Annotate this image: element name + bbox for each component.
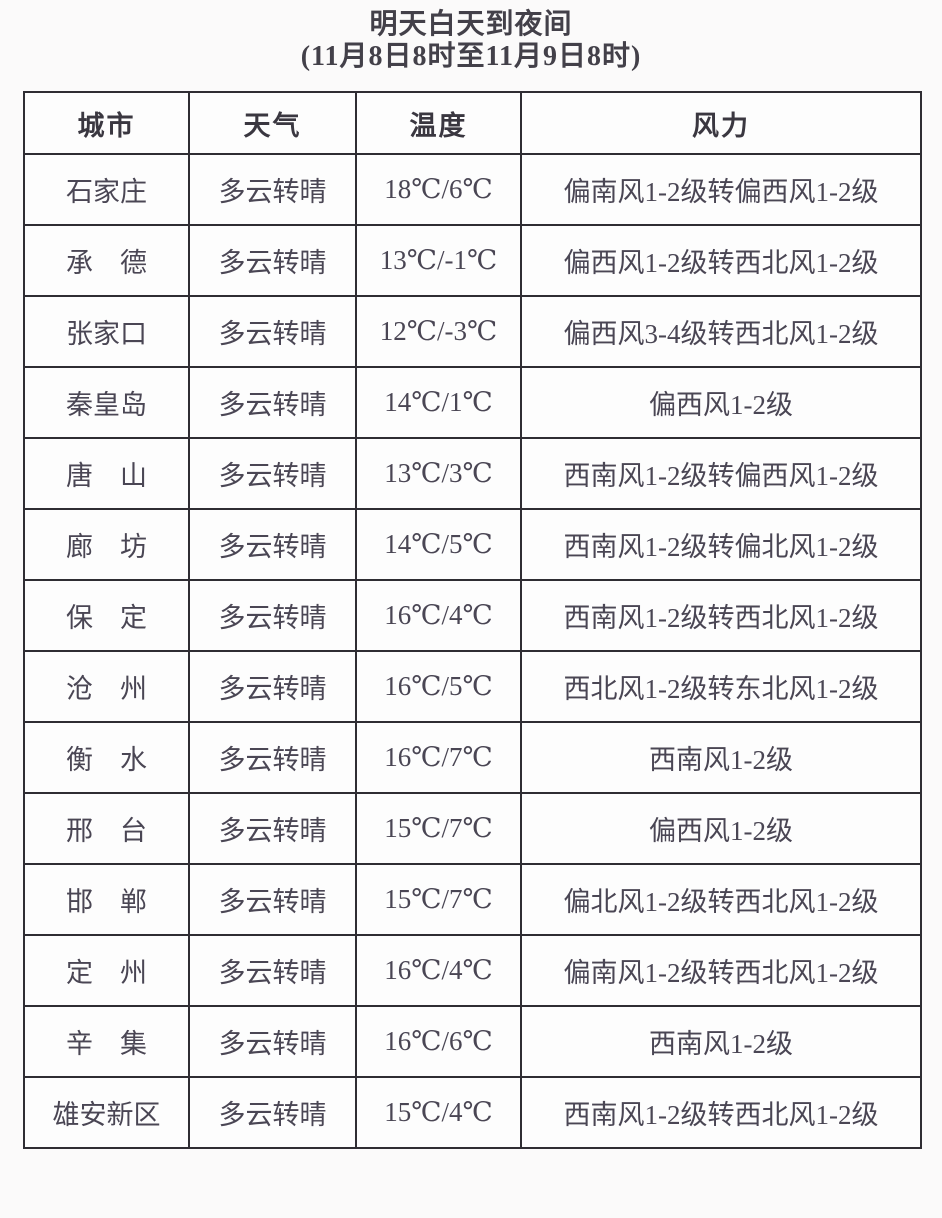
temp-cell: 15℃/7℃ bbox=[355, 863, 522, 936]
header-city: 城市 bbox=[23, 91, 190, 155]
wind-cell: 偏南风1-2级转西北风1-2级 bbox=[520, 934, 922, 1007]
temp-cell: 13℃/-1℃ bbox=[355, 224, 522, 297]
wind-cell: 西北风1-2级转东北风1-2级 bbox=[520, 650, 922, 723]
table-row: 辛 集多云转晴 16℃/6℃ 西南风1-2级 bbox=[23, 1005, 922, 1078]
city-cell: 辛 集 bbox=[23, 1005, 190, 1078]
title-line-1: 明天白天到夜间 bbox=[369, 9, 573, 40]
wind-cell: 西南风1-2级转西北风1-2级 bbox=[520, 1076, 922, 1149]
wind-cell: 西南风1-2级转偏北风1-2级 bbox=[520, 508, 922, 581]
temp-cell: 15℃/7℃ bbox=[355, 792, 522, 865]
wind-cell: 西南风1-2级转偏西风1-2级 bbox=[520, 437, 922, 510]
temp-cell: 14℃/5℃ bbox=[355, 508, 522, 581]
weather-cell: 多云转晴 bbox=[188, 934, 357, 1007]
weather-cell: 多云转晴 bbox=[188, 650, 357, 723]
weather-cell: 多云转晴 bbox=[188, 295, 357, 368]
page-title: 明天白天到夜间 (11月8日8时至11月9日8时) bbox=[0, 0, 942, 73]
table-row: 沧 州多云转晴 16℃/5℃ 西北风1-2级转东北风1-2级 bbox=[23, 650, 922, 723]
wind-cell: 偏南风1-2级转偏西风1-2级 bbox=[520, 153, 922, 226]
table-row: 雄安新区 多云转晴 15℃/4℃ 西南风1-2级转西北风1-2级 bbox=[23, 1076, 922, 1149]
forecast-table: 城市 天气 温度 风力 石家庄 多云转晴 18℃/6℃ 偏南风1-2级转偏西风1-2级… bbox=[23, 91, 922, 1149]
table-row: 定 州多云转晴 16℃/4℃ 偏南风1-2级转西北风1-2级 bbox=[23, 934, 922, 1007]
temp-cell: 16℃/4℃ bbox=[355, 934, 522, 1007]
temp-cell: 14℃/1℃ bbox=[355, 366, 522, 439]
wind-cell: 偏西风1-2级 bbox=[520, 792, 922, 865]
header-row: 城市 天气 温度 风力 bbox=[23, 91, 922, 155]
weather-cell: 多云转晴 bbox=[188, 366, 357, 439]
city-cell: 唐 山 bbox=[23, 437, 190, 510]
weather-cell: 多云转晴 bbox=[188, 863, 357, 936]
weather-cell: 多云转晴 bbox=[188, 721, 357, 794]
city-cell: 廊 坊 bbox=[23, 508, 190, 581]
header-wind: 风力 bbox=[520, 91, 922, 155]
table-row: 廊 坊多云转晴 14℃/5℃ 西南风1-2级转偏北风1-2级 bbox=[23, 508, 922, 581]
wind-cell: 偏西风1-2级转西北风1-2级 bbox=[520, 224, 922, 297]
weather-cell: 多云转晴 bbox=[188, 437, 357, 510]
header-weather: 天气 bbox=[188, 91, 357, 155]
table-row: 衡 水多云转晴 16℃/7℃ 西南风1-2级 bbox=[23, 721, 922, 794]
temp-cell: 12℃/-3℃ bbox=[355, 295, 522, 368]
table-row: 唐 山多云转晴 13℃/3℃ 西南风1-2级转偏西风1-2级 bbox=[23, 437, 922, 510]
table-row: 秦皇岛 多云转晴 14℃/1℃ 偏西风1-2级 bbox=[23, 366, 922, 439]
city-cell: 承 德 bbox=[23, 224, 190, 297]
temp-cell: 16℃/4℃ bbox=[355, 579, 522, 652]
city-cell: 衡 水 bbox=[23, 721, 190, 794]
city-cell: 保 定 bbox=[23, 579, 190, 652]
weather-cell: 多云转晴 bbox=[188, 153, 357, 226]
city-cell: 雄安新区 bbox=[23, 1076, 190, 1149]
city-cell: 邢 台 bbox=[23, 792, 190, 865]
wind-cell: 西南风1-2级 bbox=[520, 1005, 922, 1078]
table-row: 邯 郸多云转晴 15℃/7℃ 偏北风1-2级转西北风1-2级 bbox=[23, 863, 922, 936]
table-row: 石家庄 多云转晴 18℃/6℃ 偏南风1-2级转偏西风1-2级 bbox=[23, 153, 922, 226]
city-cell: 沧 州 bbox=[23, 650, 190, 723]
table-row: 张家口 多云转晴 12℃/-3℃ 偏西风3-4级转西北风1-2级 bbox=[23, 295, 922, 368]
temp-cell: 16℃/7℃ bbox=[355, 721, 522, 794]
wind-cell: 西南风1-2级 bbox=[520, 721, 922, 794]
temp-cell: 16℃/6℃ bbox=[355, 1005, 522, 1078]
weather-cell: 多云转晴 bbox=[188, 579, 357, 652]
table-row: 承 德多云转晴 13℃/-1℃ 偏西风1-2级转西北风1-2级 bbox=[23, 224, 922, 297]
wind-cell: 偏北风1-2级转西北风1-2级 bbox=[520, 863, 922, 936]
temp-cell: 16℃/5℃ bbox=[355, 650, 522, 723]
forecast-table-body: 石家庄 多云转晴 18℃/6℃ 偏南风1-2级转偏西风1-2级承 德多云转晴 13℃/-… bbox=[23, 153, 922, 1149]
weather-cell: 多云转晴 bbox=[188, 1076, 357, 1149]
weather-cell: 多云转晴 bbox=[188, 792, 357, 865]
header-temp: 温度 bbox=[355, 91, 522, 155]
weather-cell: 多云转晴 bbox=[188, 224, 357, 297]
wind-cell: 西南风1-2级转西北风1-2级 bbox=[520, 579, 922, 652]
city-cell: 邯 郸 bbox=[23, 863, 190, 936]
city-cell: 张家口 bbox=[23, 295, 190, 368]
wind-cell: 偏西风1-2级 bbox=[520, 366, 922, 439]
city-cell: 定 州 bbox=[23, 934, 190, 1007]
city-cell: 秦皇岛 bbox=[23, 366, 190, 439]
title-line-2: (11月8日8时至11月9日8时) bbox=[300, 41, 642, 72]
table-row: 保 定多云转晴 16℃/4℃ 西南风1-2级转西北风1-2级 bbox=[23, 579, 922, 652]
temp-cell: 13℃/3℃ bbox=[355, 437, 522, 510]
weather-cell: 多云转晴 bbox=[188, 1005, 357, 1078]
wind-cell: 偏西风3-4级转西北风1-2级 bbox=[520, 295, 922, 368]
table-row: 邢 台多云转晴 15℃/7℃ 偏西风1-2级 bbox=[23, 792, 922, 865]
weather-cell: 多云转晴 bbox=[188, 508, 357, 581]
temp-cell: 15℃/4℃ bbox=[355, 1076, 522, 1149]
temp-cell: 18℃/6℃ bbox=[355, 153, 522, 226]
city-cell: 石家庄 bbox=[23, 153, 190, 226]
forecast-table-header: 城市 天气 温度 风力 bbox=[23, 91, 922, 155]
